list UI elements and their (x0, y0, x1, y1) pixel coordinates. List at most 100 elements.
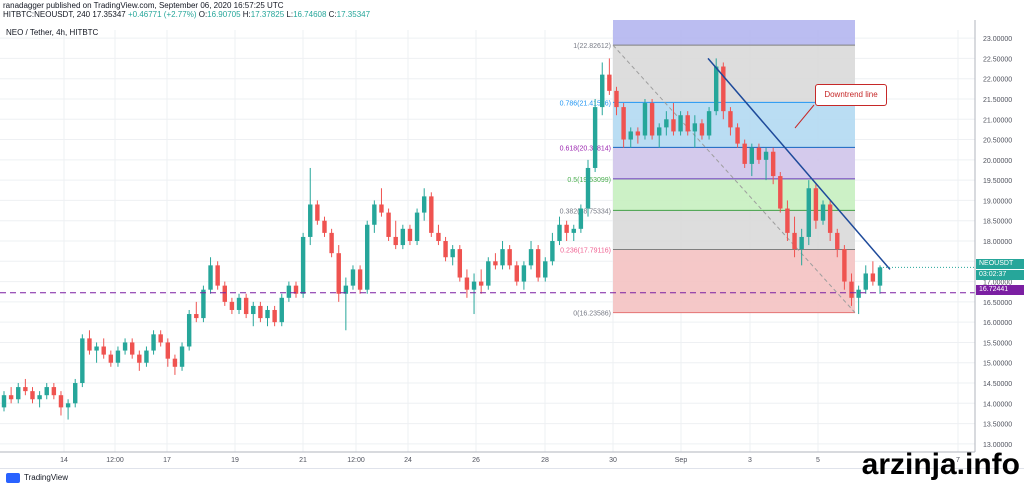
fibonacci-retracement: 1(22.82612) 0.786(21.41586) 0.618(20.30814… (560, 20, 856, 318)
high-label: H: (242, 10, 251, 19)
candle (94, 342, 99, 363)
candle (756, 143, 762, 164)
y-tick-label: 22.00000 (983, 77, 1012, 84)
candle (379, 188, 384, 217)
candle (115, 346, 121, 367)
candle-body (713, 66, 719, 112)
candle (58, 391, 64, 416)
candle-body (535, 249, 541, 278)
candle-body (179, 346, 185, 367)
candle-body (493, 261, 498, 266)
candle-body (507, 249, 512, 266)
candle (571, 224, 576, 241)
candle (507, 245, 512, 270)
candle-body (827, 204, 833, 233)
candle-body (429, 196, 434, 233)
candle (827, 200, 833, 241)
candle-body (521, 265, 527, 282)
candle-body (122, 342, 128, 351)
candle-body (194, 314, 199, 319)
price-chart[interactable]: 1(22.82612) 0.786(21.41586) 0.618(20.30814… (0, 20, 1024, 468)
candle-body (322, 220, 327, 233)
candle (215, 261, 220, 290)
candle-body (578, 208, 584, 229)
candle (464, 269, 470, 298)
footer: TradingView (0, 468, 1024, 489)
candle-body (44, 387, 49, 396)
x-tick-label: 3 (748, 457, 752, 464)
x-tick-label: 12:00 (347, 457, 365, 464)
candle (8, 387, 14, 404)
fib-level-label: 0.236(17.79116) (560, 247, 611, 254)
y-tick-label: 21.00000 (983, 117, 1012, 124)
candle-body (58, 395, 64, 408)
fib-level-label: 0.786(21.41586) (560, 100, 611, 107)
candle-body (30, 391, 35, 400)
candle-body (443, 241, 448, 258)
candle-body (550, 241, 555, 262)
candle (336, 245, 341, 302)
candle (842, 245, 847, 290)
candle-body (756, 147, 762, 160)
candle-body (721, 66, 726, 112)
candle (137, 350, 142, 371)
candle-body (436, 232, 441, 241)
candle (23, 378, 28, 396)
candle (414, 208, 420, 246)
candle (785, 200, 790, 241)
candle-body (115, 350, 121, 363)
y-tick-label: 20.00000 (983, 158, 1012, 165)
candle-body (863, 273, 868, 290)
y-tick-label: 17.00000 (983, 280, 1012, 287)
downtrend-annotation[interactable]: Downtrend line (815, 84, 887, 106)
candle-body (457, 249, 463, 278)
candle (792, 216, 797, 258)
candle (308, 167, 313, 246)
fib-level-label: 0.618(20.30814) (560, 145, 611, 152)
candle (315, 200, 320, 225)
fib-zone (613, 249, 855, 313)
candle-body (94, 346, 99, 351)
x-tick-label: 5 (816, 457, 820, 464)
candle (129, 338, 135, 359)
candle (30, 387, 35, 404)
candle-body (785, 208, 790, 233)
publication-info: ranadagger published on TradingView.com,… (3, 1, 284, 10)
candle-body (386, 212, 391, 237)
x-tick-label: 7 (956, 457, 960, 464)
candle-body (23, 387, 28, 392)
candle (265, 305, 270, 327)
candle-body (528, 249, 534, 266)
candle-body (251, 305, 256, 315)
candle-body (87, 338, 92, 351)
candle-body (73, 383, 78, 404)
candle-body (835, 232, 840, 250)
candle-body (728, 111, 733, 128)
candle (372, 200, 377, 233)
candle-body (870, 273, 876, 282)
candle (493, 253, 498, 270)
candle (820, 200, 826, 225)
candle-body (478, 281, 484, 286)
candle (614, 86, 619, 116)
candle-body (486, 261, 491, 286)
x-tick-label: 17 (163, 457, 171, 464)
fib-level-label: 1(22.82612) (573, 43, 611, 50)
candle (208, 257, 213, 294)
candle-body (293, 285, 299, 294)
candle-body (1, 395, 7, 408)
candle (799, 228, 804, 266)
fib-zone (613, 20, 855, 46)
candle-body (65, 403, 71, 408)
candle (229, 297, 235, 315)
y-tick-label: 16.50000 (983, 300, 1012, 307)
candle-body (806, 188, 811, 237)
candle (322, 216, 327, 237)
candle (101, 338, 106, 359)
candle-body (279, 297, 284, 323)
candle-body (365, 224, 370, 290)
y-tick-label: 20.50000 (983, 138, 1012, 145)
candle-body (500, 249, 505, 266)
x-axis: 14 12:00 17 19 21 12:00 24 26 28 30 Sep 3 5 7 (0, 451, 975, 464)
candle-body (820, 204, 826, 221)
